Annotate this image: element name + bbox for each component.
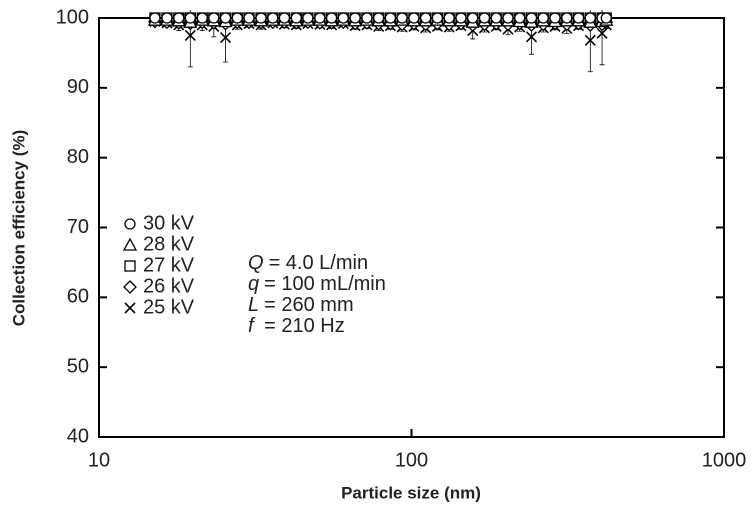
marker-circle (478, 12, 491, 24)
annotation-symbol: f (248, 315, 256, 337)
y-tick-label: 80 (67, 146, 89, 168)
annotation: f = 210 Hz (248, 315, 345, 337)
marker-circle (219, 12, 232, 24)
marker-circle (514, 12, 526, 24)
annotation-symbol: Q (248, 252, 264, 274)
marker-circle (184, 12, 196, 24)
legend-label: 30 kV (143, 212, 195, 234)
marker-circle (455, 12, 467, 24)
annotation: Q = 4.0 L/min (248, 252, 368, 274)
y-tick-label: 40 (67, 425, 89, 447)
marker-circle (161, 12, 173, 24)
legend-label: 28 kV (143, 233, 195, 255)
marker-cross (124, 302, 136, 314)
marker-square (124, 260, 136, 272)
marker-circle (361, 12, 373, 24)
y-tick-label: 90 (67, 76, 89, 98)
marker-circle (396, 12, 408, 24)
legend-label: 26 kV (143, 275, 195, 297)
annotation-text: = 210 Hz (259, 315, 345, 337)
marker-circle (255, 12, 267, 24)
marker-circle (467, 12, 479, 24)
marker-circle (337, 12, 349, 24)
marker-circle (124, 218, 136, 230)
marker-circle (302, 12, 314, 24)
marker-circle (196, 12, 208, 24)
marker-circle (525, 12, 538, 24)
marker-cross (525, 31, 538, 43)
marker-circle (502, 12, 514, 24)
annotation-text: = 260 mm (264, 294, 353, 316)
marker-circle (561, 12, 573, 24)
marker-circle (490, 12, 502, 24)
marker-circle (600, 12, 612, 24)
y-tick-label: 70 (67, 216, 89, 238)
legend-label: 27 kV (143, 254, 195, 276)
marker-cross (219, 31, 232, 44)
y-tick-label: 60 (67, 286, 89, 308)
annotation-symbol: L (248, 294, 259, 316)
legend-label: 25 kV (143, 296, 195, 318)
marker-circle (549, 12, 561, 24)
marker-circle (420, 12, 432, 24)
marker-circle (290, 12, 302, 24)
marker-circle (314, 12, 326, 24)
marker-circle (584, 12, 596, 24)
marker-diamond (123, 280, 137, 294)
marker-circle (384, 12, 397, 24)
marker-cross (184, 29, 196, 42)
annotation: q = 100 mL/min (248, 273, 386, 295)
marker-circle (278, 12, 291, 24)
marker-circle (243, 12, 255, 24)
y-tick-label: 50 (67, 355, 89, 377)
marker-circle (408, 12, 420, 24)
marker-circle (325, 12, 338, 24)
marker-circle (372, 12, 385, 24)
annotation: L = 260 mm (248, 294, 354, 316)
marker-circle (572, 12, 585, 24)
marker-circle (349, 12, 361, 24)
marker-circle (173, 12, 185, 24)
annotation-text: = 4.0 L/min (269, 252, 369, 274)
x-axis-title: Particle size (nm) (341, 483, 481, 502)
marker-circle (231, 12, 243, 24)
marker-triangle (122, 237, 138, 251)
marker-circle (149, 12, 161, 24)
x-tick-label: 1000 (702, 449, 747, 471)
plot-area (147, 10, 614, 73)
x-tick-label: 100 (395, 449, 428, 471)
marker-circle (267, 12, 279, 24)
x-tick-label: 10 (88, 449, 110, 471)
annotation-symbol: q (248, 273, 259, 295)
marker-circle (443, 12, 455, 24)
marker-circle (431, 12, 444, 24)
annotation-text: = 100 mL/min (264, 273, 386, 295)
y-tick-label: 100 (56, 6, 89, 28)
marker-cross (584, 34, 596, 46)
marker-circle (537, 12, 549, 24)
marker-cross (596, 27, 608, 39)
marker-circle (208, 12, 220, 24)
y-axis-title: Collection efficiency (%) (9, 130, 28, 326)
